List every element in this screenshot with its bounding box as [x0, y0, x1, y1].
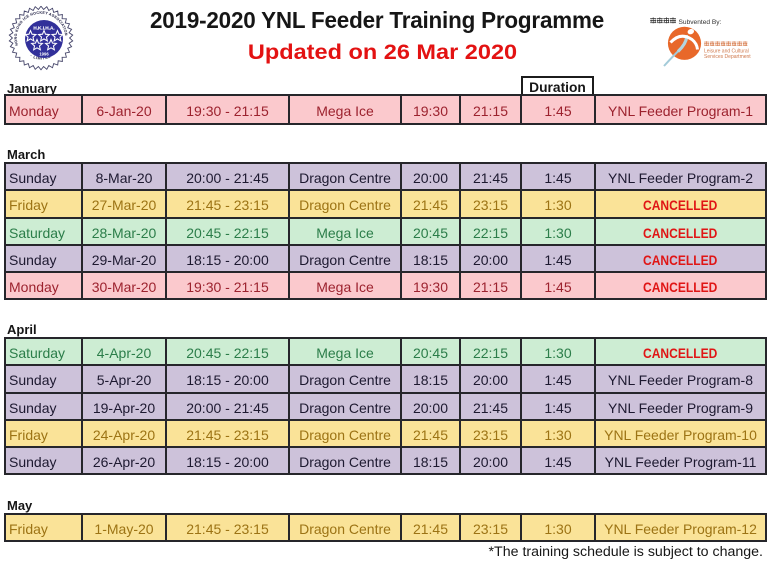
svg-text:Subvented By:: Subvented By: [679, 19, 722, 26]
svg-text:Services Department: Services Department [704, 54, 751, 60]
svg-text:H.K.I.H.A.: H.K.I.H.A. [33, 26, 54, 31]
svg-text:Leisure and Cultural: Leisure and Cultural [704, 48, 749, 54]
svg-text:1996: 1996 [39, 52, 49, 57]
